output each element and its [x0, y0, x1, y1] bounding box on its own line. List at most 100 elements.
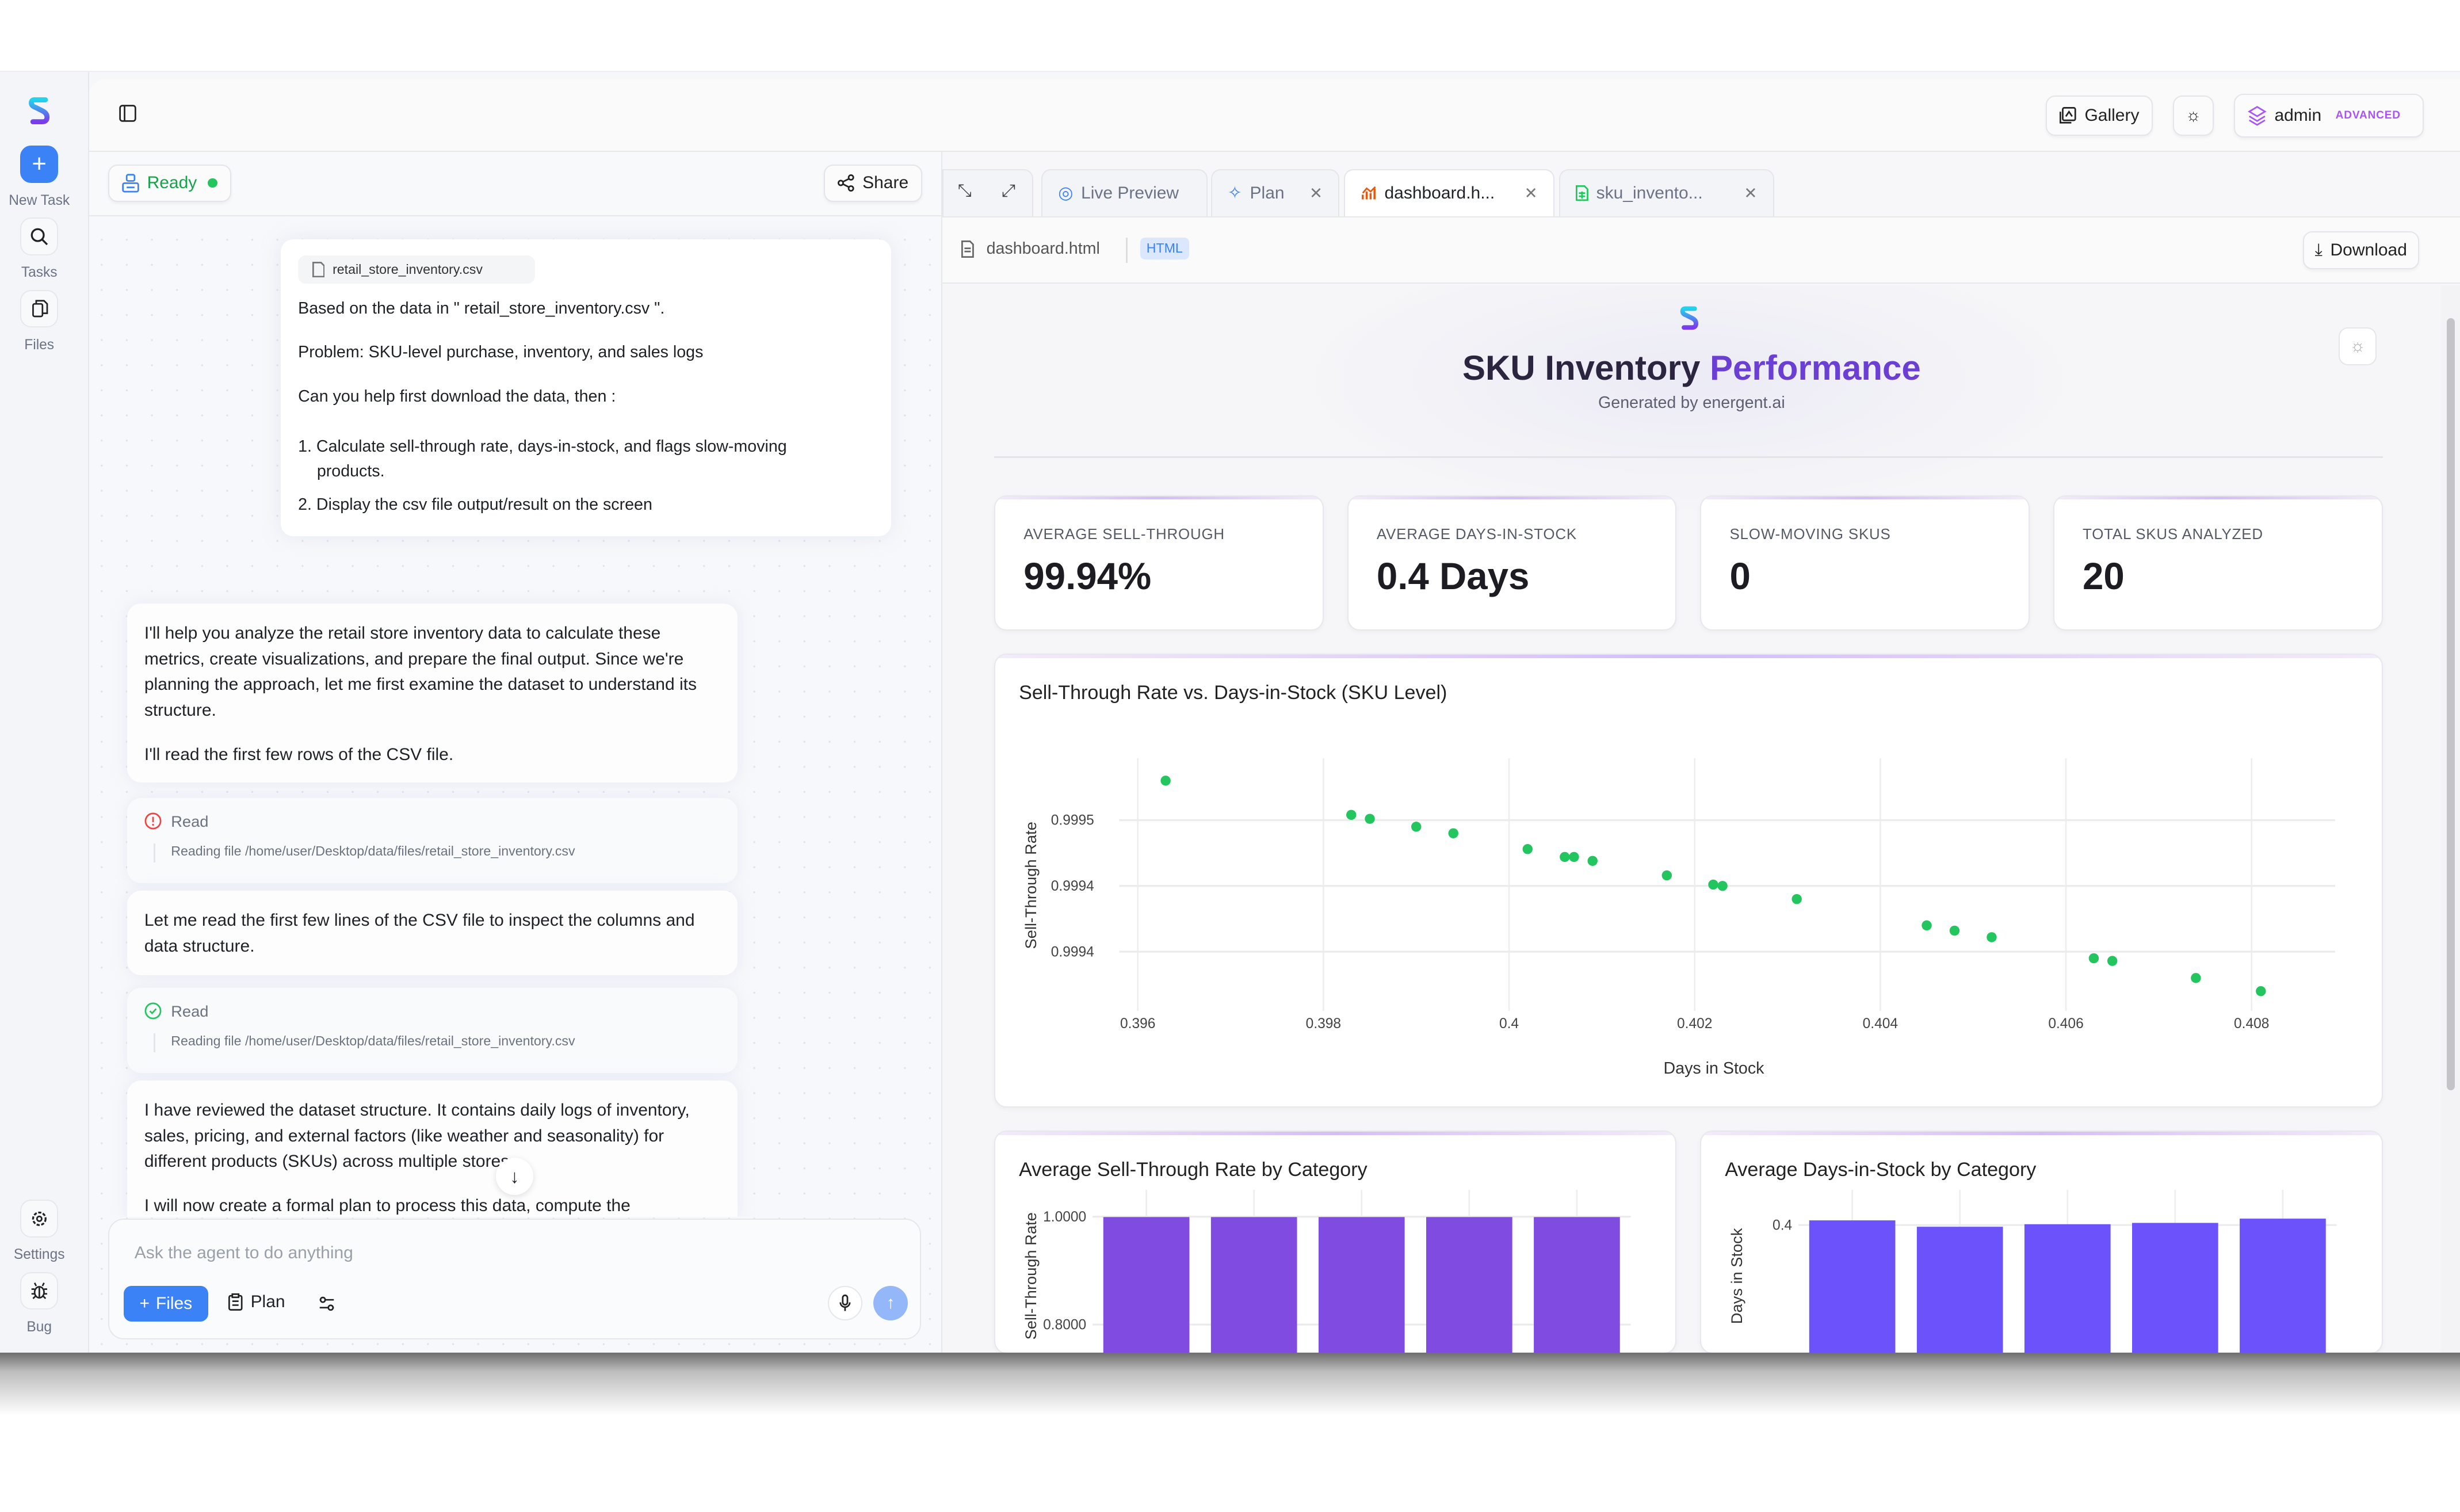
tab-label: dashboard.h...: [1384, 183, 1495, 203]
assistant-message: I'll help you analyze the retail store i…: [127, 604, 738, 783]
kpi-card: AVERAGE DAYS-IN-STOCK 0.4 Days: [1347, 495, 1677, 631]
dashboard: ☼ SKU Inventory Performance Generated by…: [942, 285, 2441, 1353]
x-tick-label: 0.396: [1120, 1016, 1155, 1032]
message-paragraph: Let me read the first few lines of the C…: [144, 911, 695, 956]
plus-icon: +: [139, 1294, 150, 1314]
theme-toggle-button[interactable]: ☼: [2172, 95, 2214, 136]
plan-label: Plan: [250, 1292, 285, 1311]
download-button[interactable]: ⤓ Download: [2302, 231, 2419, 269]
expand-icon[interactable]: ⤢: [1002, 181, 1016, 200]
new-task-button[interactable]: +: [20, 145, 58, 184]
tool-title: Read: [171, 812, 209, 830]
kpi-value: 0: [1729, 555, 1751, 597]
settings-button[interactable]: [20, 1200, 58, 1238]
close-icon[interactable]: ✕: [1524, 184, 1538, 202]
bar: [1103, 1217, 1190, 1353]
close-icon[interactable]: ✕: [1744, 184, 1758, 202]
tool-detail: Reading file /home/user/Desktop/data/fil…: [171, 1033, 575, 1049]
scatter-point: [1448, 828, 1459, 839]
settings-label: Settings: [13, 1247, 65, 1263]
user-message-list-item: 2. Display the csv file output/result on…: [298, 495, 652, 514]
tasks-button[interactable]: [20, 217, 58, 255]
top-bar: Gallery ☼ admin ADVANCED: [89, 79, 2460, 152]
send-button[interactable]: ↑: [873, 1285, 908, 1320]
y-tick-label: 0.8000: [1043, 1318, 1086, 1333]
sidebar-toggle-icon[interactable]: [119, 105, 136, 122]
chat-scroll-area[interactable]: retail_store_inventory.csv Based on the …: [89, 216, 941, 1217]
scroll-down-button[interactable]: ↓: [495, 1157, 534, 1196]
plan-button[interactable]: Plan: [228, 1292, 285, 1312]
user-message-line: Based on the data in " retail_store_inve…: [298, 299, 665, 318]
user-message-line: Problem: SKU-level purchase, inventory, …: [298, 343, 704, 362]
scatter-point: [1569, 852, 1579, 862]
scrollbar-thumb[interactable]: [2447, 318, 2455, 1090]
files-icon: [32, 300, 48, 318]
download-label: Download: [2330, 240, 2407, 259]
sun-icon: ☼: [2350, 336, 2366, 356]
settings-sliders-icon[interactable]: [318, 1295, 335, 1312]
share-label: Share: [862, 173, 909, 193]
files-button[interactable]: [20, 289, 58, 328]
file-type-badge: HTML: [1140, 238, 1189, 259]
user-message-list-item: 1. Calculate sell-through rate, days-in-…: [298, 437, 787, 481]
nav-rail: + New Task Tasks Files Settings Bug: [0, 71, 90, 1353]
chat-input[interactable]: Ask the agent to do anything: [134, 1243, 353, 1263]
gallery-button[interactable]: Gallery: [2046, 95, 2153, 136]
user-message-line: Can you help first download the data, th…: [298, 387, 616, 406]
files-label: Files: [24, 337, 55, 353]
scrollbar[interactable]: [2440, 285, 2460, 1353]
x-tick-label: 0.408: [2234, 1016, 2269, 1032]
share-icon: [837, 174, 854, 192]
tab-sku-inventory[interactable]: sku_invento... ✕: [1558, 169, 1774, 216]
divider: [1126, 238, 1128, 263]
chart-title: Sell-Through Rate vs. Days-in-Stock (SKU…: [1019, 681, 1447, 704]
account-button[interactable]: admin ADVANCED: [2234, 93, 2424, 138]
sparkle-icon: ✧: [1227, 184, 1242, 203]
panel-size-controls: ⤡ ⤢: [942, 169, 1034, 216]
bar-chart: 0.4 Days in Stock: [1728, 1190, 2337, 1353]
microphone-button[interactable]: [828, 1285, 863, 1320]
status-text: Ready: [147, 173, 197, 193]
user-message: retail_store_inventory.csv Based on the …: [281, 239, 891, 536]
tab-plan[interactable]: ✧ Plan ✕: [1210, 169, 1340, 216]
chat-toolbar: Ready Share: [89, 151, 942, 216]
tool-call-read-success[interactable]: Read Reading file /home/user/Desktop/dat…: [127, 988, 738, 1073]
bar: [1809, 1220, 1896, 1353]
file-icon: [312, 261, 325, 277]
tool-call-read-error[interactable]: Read Reading file /home/user/Desktop/dat…: [127, 798, 738, 883]
close-icon[interactable]: ✕: [1309, 184, 1323, 202]
title-part: SKU Inventory: [1462, 348, 1701, 387]
share-button[interactable]: Share: [823, 164, 922, 203]
scatter-point: [1949, 926, 1960, 936]
y-tick-label: 0.9994: [1051, 945, 1094, 960]
scatter-point: [1587, 856, 1598, 866]
layers-icon: [2248, 106, 2267, 126]
message-paragraph: I'll help you analyze the retail store i…: [144, 624, 697, 720]
dashboard-theme-button[interactable]: ☼: [2339, 327, 2377, 365]
message-paragraph: I'll read the first few rows of the CSV …: [144, 744, 454, 764]
eye-icon: ◎: [1058, 184, 1074, 203]
add-files-button[interactable]: + Files: [123, 1285, 208, 1322]
chart-icon: [1361, 186, 1376, 200]
x-tick-label: 0.406: [2049, 1016, 2084, 1032]
tab-live-preview[interactable]: ◎ Live Preview: [1041, 169, 1208, 216]
error-icon: [144, 812, 162, 830]
x-tick-label: 0.4: [1499, 1016, 1519, 1032]
dashboard-subtitle: Generated by energent.ai: [1598, 393, 1785, 412]
bar: [1426, 1217, 1512, 1353]
bar-chart-card: Average Days-in-Stock by Category 0.4 Day…: [1700, 1131, 2383, 1353]
kpi-card: TOTAL SKUS ANALYZED 20: [2053, 495, 2383, 631]
bar: [1319, 1217, 1405, 1353]
scatter-point: [1717, 881, 1728, 891]
tab-dashboard[interactable]: dashboard.h... ✕: [1344, 169, 1554, 216]
collapse-icon[interactable]: ⤡: [957, 181, 972, 200]
gallery-label: Gallery: [2084, 106, 2140, 125]
attachment-chip[interactable]: retail_store_inventory.csv: [298, 255, 535, 284]
y-tick-label: 0.9994: [1051, 879, 1094, 894]
bar: [1917, 1227, 2003, 1353]
chart-title: Average Sell-Through Rate by Category: [1019, 1158, 1367, 1181]
bug-button[interactable]: [20, 1272, 58, 1310]
bar: [2240, 1219, 2327, 1353]
